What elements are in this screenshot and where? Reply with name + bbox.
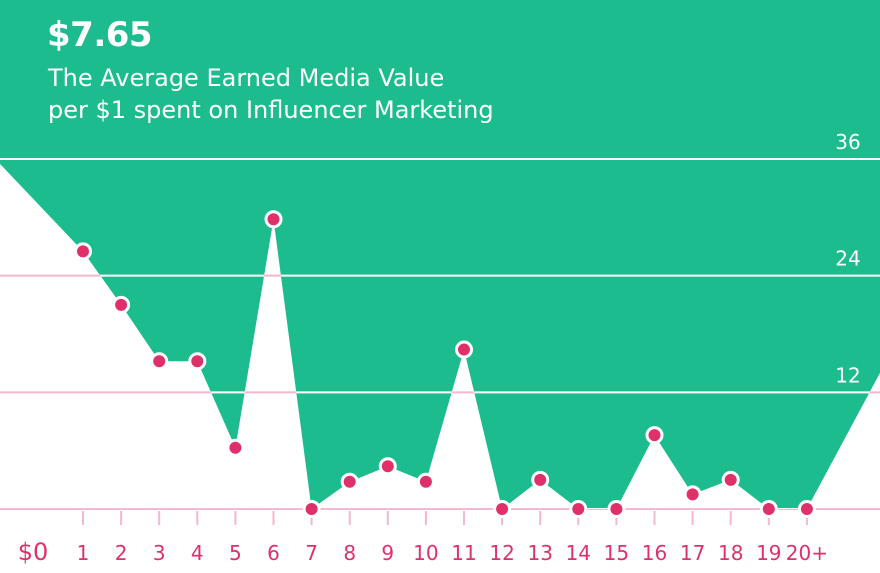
data-point-18: [721, 470, 740, 489]
data-point-5: [226, 438, 245, 457]
x-tick-label: 11: [451, 541, 476, 565]
data-point-19: [759, 500, 778, 518]
subtitle: The Average Earned Media Value per $1 sp…: [48, 62, 648, 126]
data-point-14: [569, 500, 588, 518]
data-point-4: [188, 352, 207, 371]
x-tick-label: 1: [77, 541, 90, 565]
y-tick-label-12: 12: [835, 363, 860, 387]
x-tick-label: 15: [604, 541, 629, 565]
data-point-20: [797, 500, 816, 518]
x-tick-label: 8: [343, 541, 356, 565]
data-point-11: [455, 340, 473, 359]
y-tick-label-24: 24: [835, 247, 860, 271]
x-tick-label: 13: [527, 541, 552, 565]
data-point-8: [340, 472, 359, 491]
area-fill: [0, 163, 880, 573]
data-point-1: [74, 242, 92, 261]
data-point-9: [378, 457, 397, 476]
x-tick-label: 10: [413, 541, 438, 565]
y-tick-label-36: 36: [835, 130, 860, 154]
data-point-15: [607, 500, 626, 518]
data-point-12: [493, 500, 512, 518]
data-point-2: [112, 295, 131, 314]
headline-value: $7.65: [47, 15, 153, 55]
x-tick-label: 12: [489, 541, 514, 565]
data-point-16: [645, 426, 664, 445]
x-tick-labels: $0 1 2 3 4 5 6 7 8 9 10 11 12 13 14 15 16 17 18 19 20+: [18, 538, 828, 566]
x-tick-label: 7: [305, 541, 318, 565]
x-tick-label: 19: [756, 541, 781, 565]
x-tick-label: 20+: [786, 541, 828, 565]
data-markers: [74, 210, 816, 518]
y-tick-label-0: 0: [842, 480, 855, 504]
x-tick-label: 5: [229, 541, 242, 565]
x-tick-label: 17: [680, 541, 705, 565]
x-tick-label: 16: [642, 541, 667, 565]
data-point-6: [264, 210, 283, 229]
x-tick-label: 3: [153, 541, 166, 565]
x-tick-label: $0: [18, 538, 49, 566]
data-point-17: [683, 485, 702, 504]
subtitle-line-2: per $1 spent on Influencer Marketing: [48, 96, 494, 124]
subtitle-line-1: The Average Earned Media Value: [48, 64, 445, 92]
data-point-10: [416, 472, 435, 491]
x-tick-label: 4: [191, 541, 204, 565]
data-point-13: [531, 470, 550, 489]
x-tick-label: 18: [718, 541, 743, 565]
y-tick-labels: 0 12 24 36: [835, 130, 860, 504]
x-tick-label: 2: [115, 541, 128, 565]
data-point-3: [150, 352, 169, 371]
x-tick-label: 14: [566, 541, 591, 565]
x-tick-label: 9: [381, 541, 394, 565]
x-tick-label: 6: [267, 541, 280, 565]
data-point-7: [302, 500, 321, 518]
